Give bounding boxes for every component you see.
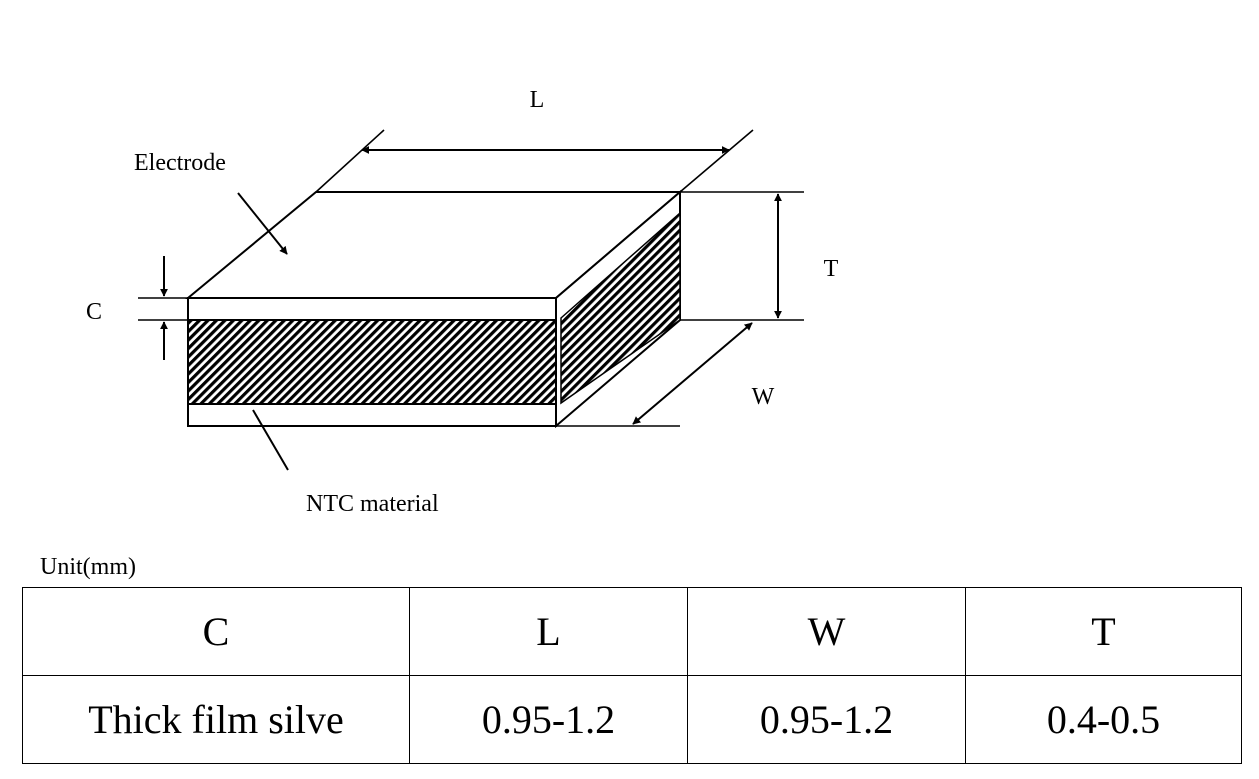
header-l: L: [409, 587, 688, 676]
table-row: Thick film silve 0.95-1.2 0.95-1.2 0.4-0…: [22, 675, 1242, 764]
dimension-arrows: [160, 146, 782, 471]
cell-l-value: 0.95-1.2: [409, 675, 688, 764]
unit-label: Unit(mm): [40, 554, 136, 580]
cell-c-value: Thick film silve: [22, 675, 410, 764]
dimension-table: C L W T Thick film silve 0.95-1.2 0.95-1…: [22, 587, 1242, 764]
chip-body: [185, 189, 683, 429]
electrode-thickness-label: C: [86, 299, 102, 325]
width-arrow: [632, 322, 753, 425]
electrode-leader-arrow: [237, 192, 288, 255]
ntc-front-hatch: [187, 319, 557, 405]
length-label: L: [530, 87, 545, 113]
ntc-leader-line: [252, 409, 289, 471]
header-t: T: [965, 587, 1242, 676]
thickness-label: T: [824, 256, 839, 282]
width-label: W: [752, 384, 775, 410]
cell-w-value: 0.95-1.2: [687, 675, 966, 764]
table-header-row: C L W T: [22, 587, 1242, 676]
header-c: C: [22, 587, 410, 676]
extension-lines: [138, 129, 804, 427]
electrode-label: Electrode: [134, 150, 226, 176]
cell-t-value: 0.4-0.5: [965, 675, 1242, 764]
header-w: W: [687, 587, 966, 676]
ntc-material-label: NTC material: [306, 491, 439, 517]
